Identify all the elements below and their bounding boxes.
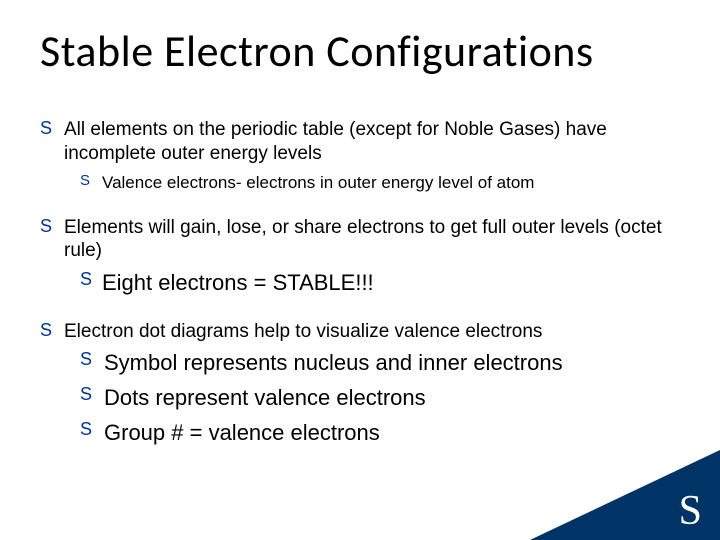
bullet-group: S Electron dot diagrams help to visualiz…: [40, 320, 680, 448]
bullet-text: Elements will gain, lose, or share elect…: [64, 216, 680, 264]
spade-bullet-icon: S: [80, 419, 94, 441]
spade-corner-icon: S: [679, 490, 702, 532]
bullet-level2: S Eight electrons = STABLE!!!: [80, 269, 680, 298]
spade-bullet-icon: S: [40, 118, 54, 140]
spade-bullet-icon: S: [40, 216, 54, 238]
bullet-level2: S Symbol represents nucleus and inner el…: [80, 349, 680, 378]
bullet-text: Valence electrons- electrons in outer en…: [102, 172, 534, 194]
bullet-level2: S Valence electrons- electrons in outer …: [80, 172, 680, 194]
spade-bullet-icon: S: [80, 349, 94, 371]
bullet-level2: S Group # = valence electrons: [80, 419, 680, 448]
bullet-level1: S Electron dot diagrams help to visualiz…: [40, 320, 680, 344]
bullet-text: Electron dot diagrams help to visualize …: [64, 320, 542, 344]
corner-decoration: S: [530, 450, 720, 540]
bullet-text: All elements on the periodic table (exce…: [64, 118, 680, 166]
bullet-text: Symbol represents nucleus and inner elec…: [104, 349, 563, 378]
bullet-text: Group # = valence electrons: [104, 419, 380, 448]
bullet-level1: S All elements on the periodic table (ex…: [40, 118, 680, 166]
slide: Stable Electron Configurations S All ele…: [0, 0, 720, 540]
spade-bullet-icon: S: [80, 172, 92, 190]
bullet-text: Dots represent valence electrons: [104, 384, 426, 413]
slide-title: Stable Electron Configurations: [40, 24, 680, 78]
bullet-text: Eight electrons = STABLE!!!: [102, 269, 374, 298]
spade-bullet-icon: S: [80, 384, 94, 406]
bullet-level1: S Elements will gain, lose, or share ele…: [40, 216, 680, 264]
spade-bullet-icon: S: [40, 320, 54, 342]
spade-bullet-icon: S: [80, 269, 92, 291]
bullet-level2: S Dots represent valence electrons: [80, 384, 680, 413]
